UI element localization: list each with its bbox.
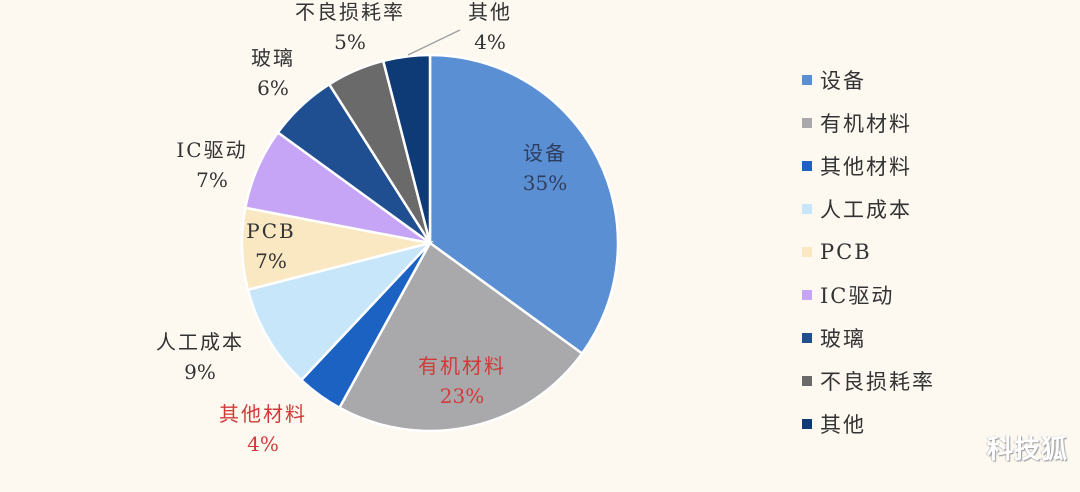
svg-text:其他: 其他 — [468, 0, 512, 24]
legend-swatch-icon — [802, 160, 812, 171]
legend-label: 有机材料 — [820, 111, 912, 136]
data-label-IC驱动: IC驱动 7% — [176, 138, 247, 192]
legend-swatch-icon — [802, 289, 812, 300]
data-label-不良损耗率: 不良损耗率 5% — [295, 0, 405, 54]
legend-label: 其他 — [820, 412, 866, 437]
legend-item-人工成本: 人工成本 — [802, 187, 935, 230]
svg-text:9%: 9% — [184, 360, 216, 384]
legend-swatch-icon — [802, 203, 812, 214]
data-label-有机材料: 有机材料 23% — [418, 354, 506, 408]
legend-swatch-icon — [802, 332, 812, 343]
svg-text:6%: 6% — [257, 76, 289, 100]
legend-item-IC驱动: IC驱动 — [802, 273, 935, 316]
legend-item-PCB: PCB — [802, 230, 935, 273]
data-label-其他: 其他 4% — [468, 0, 512, 54]
pie-slices — [240, 53, 620, 433]
legend-swatch-icon — [802, 74, 812, 85]
legend-label: IC驱动 — [820, 283, 895, 308]
legend-label: 人工成本 — [820, 197, 912, 222]
svg-text:IC驱动: IC驱动 — [176, 138, 247, 162]
svg-text:玻璃: 玻璃 — [251, 46, 295, 70]
legend: 设备 有机材料 其他材料 人工成本 PCB IC驱动 玻璃 不良损耗率 — [802, 58, 935, 445]
svg-text:4%: 4% — [247, 432, 279, 456]
svg-text:7%: 7% — [255, 249, 287, 273]
leader-line-其他 — [407, 29, 461, 56]
legend-swatch-icon — [802, 418, 812, 429]
pie-slice-有机材料 — [337, 241, 584, 433]
pie-slice-其他 — [381, 53, 432, 244]
pie-slice-设备 — [428, 53, 620, 356]
legend-swatch-icon — [802, 117, 812, 128]
svg-text:4%: 4% — [474, 30, 506, 54]
svg-text:PCB: PCB — [246, 219, 295, 243]
data-label-设备: 设备 35% — [523, 141, 567, 195]
svg-text:其他材料: 其他材料 — [219, 402, 307, 426]
legend-label: PCB — [820, 239, 872, 264]
legend-item-其他材料: 其他材料 — [802, 144, 935, 187]
svg-text:7%: 7% — [196, 168, 228, 192]
legend-label: 不良损耗率 — [820, 369, 935, 394]
watermark: 科技狐 — [986, 435, 1068, 465]
svg-text:有机材料: 有机材料 — [418, 354, 506, 378]
pie-slice-人工成本 — [246, 240, 434, 382]
data-label-人工成本: 人工成本 9% — [156, 330, 244, 384]
data-label-PCB: PCB 7% — [246, 219, 295, 273]
legend-label: 其他材料 — [820, 154, 912, 179]
legend-item-不良损耗率: 不良损耗率 — [802, 359, 935, 402]
legend-item-玻璃: 玻璃 — [802, 316, 935, 359]
svg-text:不良损耗率: 不良损耗率 — [295, 0, 405, 24]
legend-item-有机材料: 有机材料 — [802, 101, 935, 144]
svg-text:5%: 5% — [334, 30, 366, 54]
svg-text:设备: 设备 — [523, 141, 567, 165]
legend-label: 设备 — [820, 68, 866, 93]
pie-data-labels: 设备35%有机材料23%其他材料4%人工成本9%PCB7%IC驱动7%玻璃6%不… — [156, 0, 567, 456]
svg-text:35%: 35% — [523, 171, 567, 195]
data-label-玻璃: 玻璃 6% — [251, 46, 295, 100]
data-label-其他材料: 其他材料 4% — [219, 402, 307, 456]
legend-item-设备: 设备 — [802, 58, 935, 101]
legend-swatch-icon — [802, 375, 812, 386]
legend-label: 玻璃 — [820, 326, 866, 351]
legend-item-其他: 其他 — [802, 402, 935, 445]
svg-text:人工成本: 人工成本 — [156, 330, 244, 354]
svg-text:23%: 23% — [440, 384, 484, 408]
legend-swatch-icon — [802, 246, 812, 257]
